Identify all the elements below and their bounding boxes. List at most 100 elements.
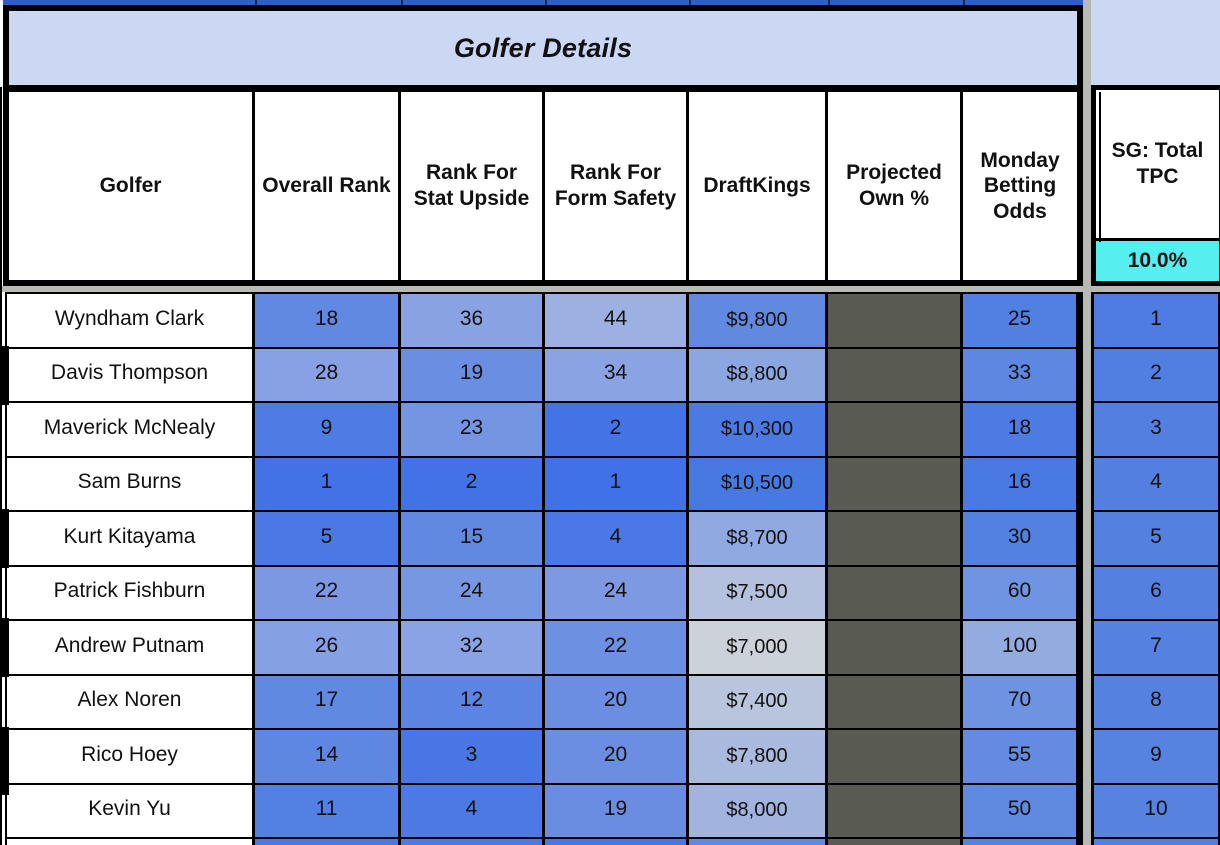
- projected-own-cell[interactable]: [828, 348, 963, 401]
- draftkings-salary-cell[interactable]: $8,000: [689, 784, 828, 837]
- stat-upside-rank-cell[interactable]: 3: [401, 730, 545, 783]
- form-safety-rank-cell[interactable]: 44: [545, 294, 689, 347]
- form-safety-rank-cell[interactable]: 20: [545, 730, 689, 783]
- golfer-name-cell[interactable]: Davis Thompson: [5, 348, 255, 401]
- overall-rank-cell[interactable]: 5: [255, 512, 401, 565]
- form-safety-rank-cell[interactable]: 2: [545, 403, 689, 456]
- form-safety-rank-cell[interactable]: 4: [545, 512, 689, 565]
- stat-upside-rank-cell[interactable]: 19: [401, 348, 545, 401]
- top-strip-gridline: [545, 0, 547, 5]
- form-safety-rank-cell[interactable]: 20: [545, 675, 689, 728]
- sg-rank-cell[interactable]: 7: [1091, 621, 1220, 676]
- stat-upside-rank-cell[interactable]: 15: [401, 512, 545, 565]
- stat-upside-rank-cell[interactable]: 24: [401, 566, 545, 619]
- column-header-form-safety[interactable]: Rank For Form Safety: [545, 92, 689, 280]
- projected-own-cell[interactable]: [828, 730, 963, 783]
- column-header-draftkings[interactable]: DraftKings: [689, 92, 828, 280]
- projected-own-cell[interactable]: [828, 457, 963, 510]
- overall-rank-cell[interactable]: 11: [255, 784, 401, 837]
- stat-upside-rank-cell[interactable]: 32: [401, 621, 545, 674]
- sg-rank-cell[interactable]: 10: [1091, 784, 1220, 839]
- sg-rank-cell[interactable]: 9: [1091, 730, 1220, 785]
- form-safety-rank-cell[interactable]: [545, 839, 689, 845]
- sg-rank-cell[interactable]: [1091, 839, 1220, 845]
- betting-odds-cell[interactable]: 25: [963, 294, 1083, 347]
- projected-own-cell[interactable]: [828, 621, 963, 674]
- projected-own-cell[interactable]: [828, 839, 963, 845]
- golfer-name-cell[interactable]: Alex Noren: [5, 675, 255, 728]
- overall-rank-cell[interactable]: 18: [255, 294, 401, 347]
- stat-upside-rank-cell[interactable]: 36: [401, 294, 545, 347]
- stat-upside-rank-cell[interactable]: 23: [401, 403, 545, 456]
- golfer-name-cell[interactable]: [5, 839, 255, 845]
- overall-rank-cell[interactable]: 26: [255, 621, 401, 674]
- sg-rank-cell[interactable]: 3: [1091, 403, 1220, 458]
- form-safety-rank-cell[interactable]: 1: [545, 457, 689, 510]
- sg-rank-cell[interactable]: 4: [1091, 457, 1220, 512]
- golfer-name-cell[interactable]: Kevin Yu: [5, 784, 255, 837]
- overall-rank-cell[interactable]: 17: [255, 675, 401, 728]
- betting-odds-cell[interactable]: 60: [963, 566, 1083, 619]
- overall-rank-cell[interactable]: 28: [255, 348, 401, 401]
- draftkings-salary-cell[interactable]: $8,700: [689, 512, 828, 565]
- overall-rank-cell[interactable]: 22: [255, 566, 401, 619]
- draftkings-salary-cell[interactable]: $10,300: [689, 403, 828, 456]
- projected-own-cell[interactable]: [828, 294, 963, 347]
- column-header-golfer[interactable]: Golfer: [9, 92, 255, 280]
- form-safety-rank-cell[interactable]: 22: [545, 621, 689, 674]
- betting-odds-cell[interactable]: 50: [963, 784, 1083, 837]
- stat-upside-rank-cell[interactable]: 12: [401, 675, 545, 728]
- column-header-projected-own[interactable]: Projected Own %: [828, 92, 963, 280]
- golfer-name-cell[interactable]: Kurt Kitayama: [5, 512, 255, 565]
- overall-rank-cell[interactable]: 1: [255, 457, 401, 510]
- sg-rank-cell[interactable]: 6: [1091, 566, 1220, 621]
- column-header-overall-rank[interactable]: Overall Rank: [255, 92, 401, 280]
- sg-rank-cell[interactable]: 5: [1091, 512, 1220, 567]
- table-row: Alex Noren 17 12 20 $7,400 70: [5, 675, 1083, 730]
- draftkings-salary-cell[interactable]: $7,000: [689, 621, 828, 674]
- betting-odds-cell[interactable]: 70: [963, 675, 1083, 728]
- stat-upside-rank-cell[interactable]: 4: [401, 784, 545, 837]
- golfer-name-cell[interactable]: Wyndham Clark: [5, 294, 255, 347]
- column-header-stat-upside[interactable]: Rank For Stat Upside: [401, 92, 545, 280]
- draftkings-salary-cell[interactable]: $9,800: [689, 294, 828, 347]
- projected-own-cell[interactable]: [828, 512, 963, 565]
- golfer-name-cell[interactable]: Sam Burns: [5, 457, 255, 510]
- overall-rank-cell[interactable]: [255, 839, 401, 845]
- betting-odds-cell[interactable]: 16: [963, 457, 1083, 510]
- form-safety-rank-cell[interactable]: 19: [545, 784, 689, 837]
- betting-odds-cell[interactable]: [963, 839, 1083, 845]
- sg-rank-cell[interactable]: 8: [1091, 675, 1220, 730]
- draftkings-salary-cell[interactable]: [689, 839, 828, 845]
- column-header-betting-odds[interactable]: Monday Betting Odds: [963, 92, 1077, 280]
- golfer-name-cell[interactable]: Patrick Fishburn: [5, 566, 255, 619]
- projected-own-cell[interactable]: [828, 566, 963, 619]
- draftkings-salary-cell[interactable]: $8,800: [689, 348, 828, 401]
- draftkings-salary-cell[interactable]: $7,800: [689, 730, 828, 783]
- sg-rank-cell[interactable]: 2: [1091, 348, 1220, 403]
- betting-odds-cell[interactable]: 55: [963, 730, 1083, 783]
- draftkings-salary-cell[interactable]: $7,400: [689, 675, 828, 728]
- overall-rank-cell[interactable]: 9: [255, 403, 401, 456]
- betting-odds-cell[interactable]: 33: [963, 348, 1083, 401]
- sheet-title-cell[interactable]: Golfer Details: [9, 11, 1077, 92]
- form-safety-rank-cell[interactable]: 24: [545, 566, 689, 619]
- golfer-name-cell[interactable]: Maverick McNealy: [5, 403, 255, 456]
- projected-own-cell[interactable]: [828, 403, 963, 456]
- form-safety-rank-cell[interactable]: 34: [545, 348, 689, 401]
- betting-odds-cell[interactable]: 30: [963, 512, 1083, 565]
- sg-rank-cell[interactable]: 1: [1091, 294, 1220, 349]
- overall-rank-cell[interactable]: 14: [255, 730, 401, 783]
- golfer-name-cell[interactable]: Rico Hoey: [5, 730, 255, 783]
- stat-upside-rank-cell[interactable]: [401, 839, 545, 845]
- draftkings-salary-cell[interactable]: $10,500: [689, 457, 828, 510]
- sg-total-tpc-header-cell[interactable]: SG: Total TPC: [1096, 90, 1219, 241]
- betting-odds-cell[interactable]: 100: [963, 621, 1083, 674]
- stat-upside-rank-cell[interactable]: 2: [401, 457, 545, 510]
- golfer-name-cell[interactable]: Andrew Putnam: [5, 621, 255, 674]
- betting-odds-cell[interactable]: 18: [963, 403, 1083, 456]
- projected-own-cell[interactable]: [828, 784, 963, 837]
- draftkings-salary-cell[interactable]: $7,500: [689, 566, 828, 619]
- projected-own-cell[interactable]: [828, 675, 963, 728]
- sg-weight-cell[interactable]: 10.0%: [1096, 241, 1219, 281]
